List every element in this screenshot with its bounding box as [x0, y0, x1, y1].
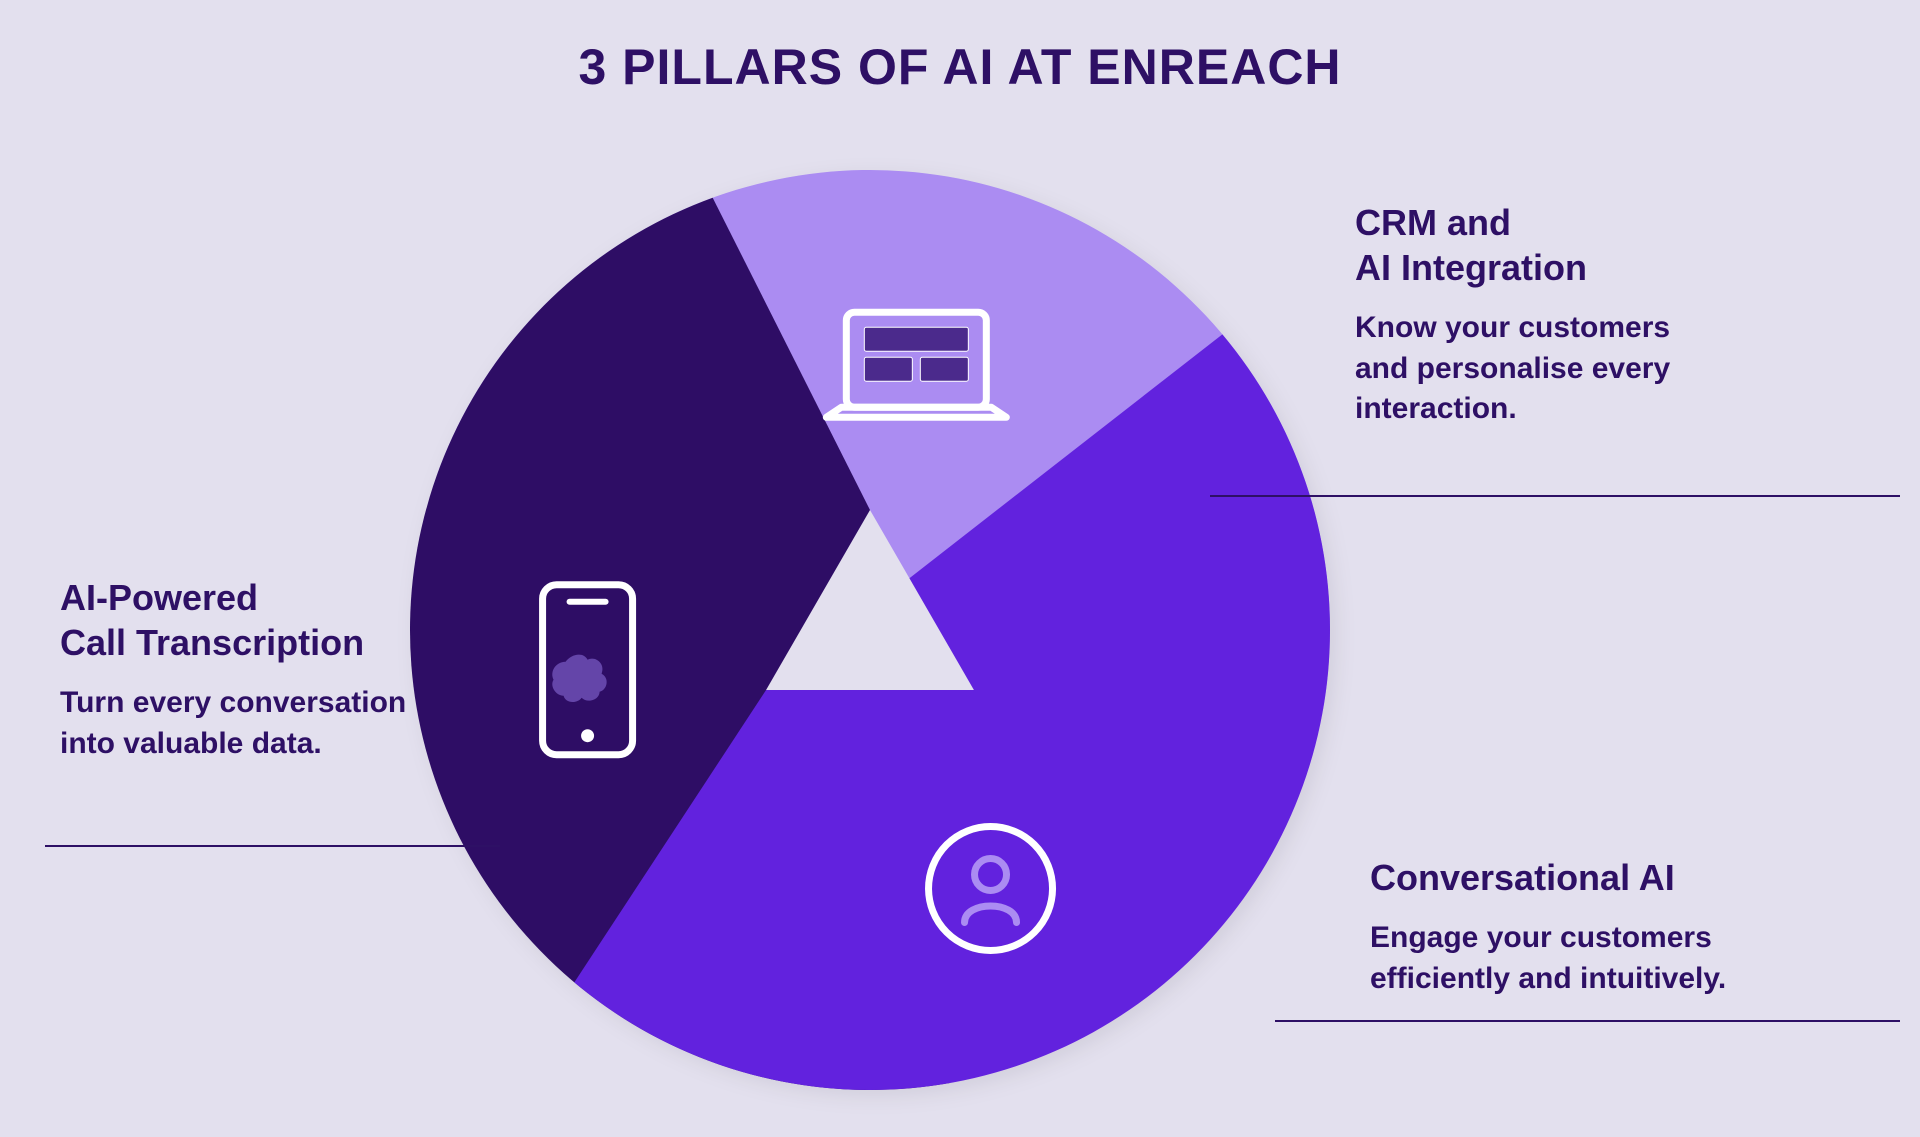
- label-heading: CRM and AI Integration: [1355, 200, 1670, 290]
- label-crm: CRM and AI Integration Know your custome…: [1355, 200, 1670, 430]
- text: Conversational AI: [1370, 857, 1675, 898]
- underline-left: [45, 845, 500, 847]
- text: efficiently and intuitively.: [1370, 962, 1726, 995]
- text: Engage your customers: [1370, 921, 1712, 954]
- label-transcription: AI-Powered Call Transcription Turn every…: [60, 575, 406, 764]
- text: interaction.: [1355, 392, 1517, 425]
- label-heading: AI-Powered Call Transcription: [60, 575, 406, 665]
- text: Call Transcription: [60, 622, 364, 663]
- text: Know your customers: [1355, 311, 1670, 344]
- underline-bottom-right: [1275, 1020, 1900, 1022]
- text: Turn every conversation: [60, 686, 406, 719]
- text: and personalise every: [1355, 352, 1670, 385]
- text: AI Integration: [1355, 247, 1587, 288]
- text: CRM and: [1355, 202, 1511, 243]
- label-heading: Conversational AI: [1370, 855, 1726, 900]
- label-conversational: Conversational AI Engage your customers …: [1370, 855, 1726, 999]
- label-desc: Engage your customers efficiently and in…: [1370, 918, 1726, 999]
- underline-top-right: [1210, 495, 1900, 497]
- label-desc: Know your customers and personalise ever…: [1355, 308, 1670, 430]
- label-desc: Turn every conversation into valuable da…: [60, 683, 406, 764]
- text: AI-Powered: [60, 577, 258, 618]
- text: into valuable data.: [60, 727, 322, 760]
